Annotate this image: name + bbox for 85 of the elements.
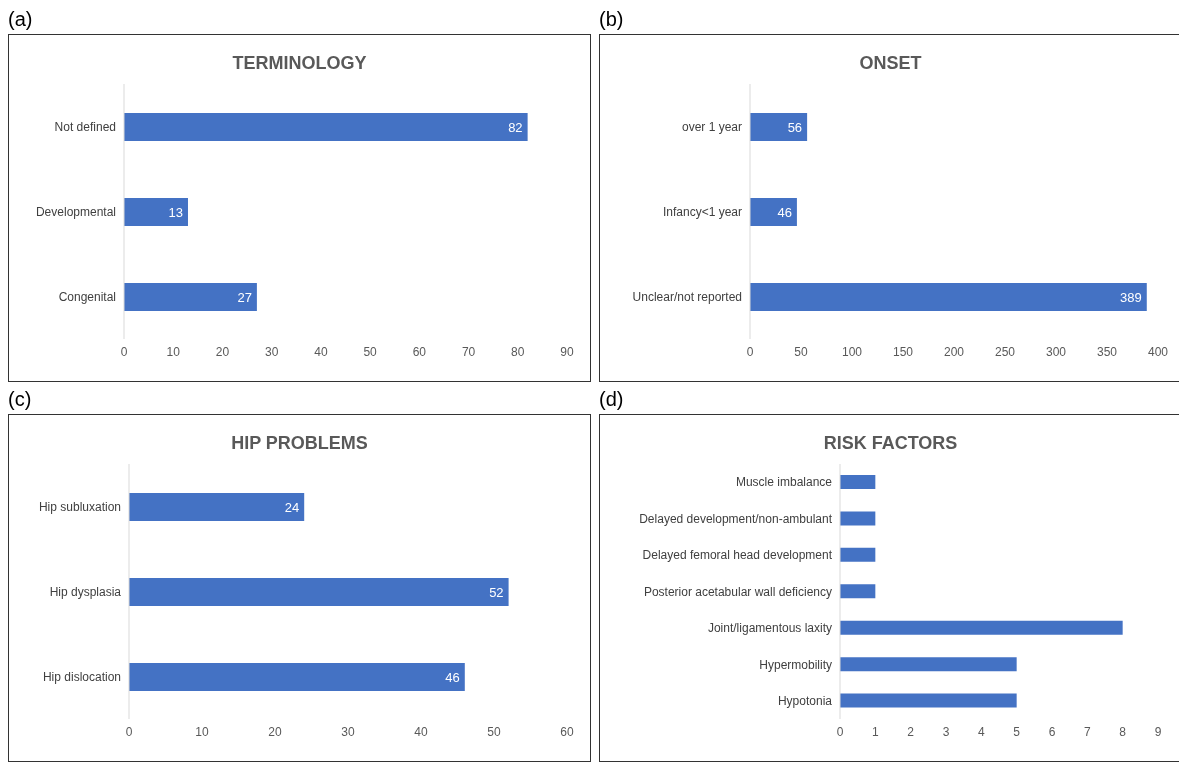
x-tick-label: 60: [560, 724, 574, 739]
x-tick-label: 9: [1154, 724, 1162, 739]
x-tick-label: 20: [215, 344, 230, 359]
x-tick-label: 400: [1147, 344, 1169, 359]
chart-title: RISK FACTORS: [822, 433, 959, 454]
text: (d): [599, 388, 625, 412]
bar: [129, 493, 305, 521]
y-tick-label: Congenital: [58, 289, 116, 304]
x-tick-label: 350: [1096, 344, 1118, 359]
data-label: 27: [237, 289, 252, 305]
x-tick-label: 50: [794, 344, 808, 359]
bar: [124, 283, 257, 311]
bar: [840, 475, 876, 489]
bar: [124, 113, 528, 141]
x-tick-label: 150: [892, 344, 914, 359]
y-tick-label: Hypotonia: [777, 694, 833, 709]
bar: [750, 198, 797, 226]
text: (b): [599, 8, 625, 32]
chart-title: ONSET: [858, 53, 923, 74]
data-label: 56: [787, 119, 803, 135]
bar: [750, 283, 1147, 311]
x-tick-label: 50: [487, 724, 501, 739]
bar: [840, 584, 876, 599]
y-tick-label: Hip dysplasia: [49, 584, 122, 599]
x-tick-label: 5: [1013, 724, 1021, 739]
y-tick-label: Joint/ligamentous laxity: [707, 621, 832, 636]
data-label: 46: [445, 669, 460, 685]
x-tick-label: 3: [942, 724, 950, 739]
x-tick-label: 300: [1045, 344, 1067, 359]
bar: [129, 578, 509, 606]
x-tick-label: 1: [871, 724, 879, 739]
y-tick-label: Delayed femoral head development: [642, 548, 833, 563]
bar: [840, 693, 1017, 708]
bar: [840, 657, 1017, 672]
bar: [129, 663, 465, 691]
y-tick-label: Hip subluxation: [38, 499, 121, 514]
bar: [840, 620, 1123, 635]
x-tick-label: 2: [907, 724, 915, 739]
x-tick-label: 8: [1119, 724, 1127, 739]
x-tick-label: 30: [341, 724, 355, 739]
bar: [840, 511, 876, 526]
x-tick-label: 40: [314, 344, 328, 359]
data-label: 389: [1120, 289, 1142, 305]
x-tick-label: 4: [977, 724, 985, 739]
x-tick-label: 70: [461, 344, 476, 359]
x-tick-label: 6: [1048, 724, 1056, 739]
data-label: 46: [777, 204, 792, 220]
y-tick-label: Posterior acetabular wall deficiency: [643, 584, 832, 599]
bar: [124, 198, 188, 226]
chart-title: TERMINOLOGY: [231, 53, 368, 74]
y-tick-label: over 1 year: [681, 119, 742, 134]
x-tick-label: 90: [560, 344, 574, 359]
chart-title: HIP PROBLEMS: [230, 433, 369, 454]
y-tick-label: Unclear/not reported: [632, 289, 742, 304]
x-tick-label: 60: [412, 344, 427, 359]
x-tick-label: 40: [414, 724, 428, 739]
data-label: 82: [508, 119, 523, 135]
x-tick-label: 100: [841, 344, 863, 359]
x-tick-label: 0: [836, 724, 844, 739]
x-tick-label: 10: [195, 724, 209, 739]
x-tick-label: 7: [1083, 724, 1091, 739]
y-tick-label: Hypermobility: [759, 657, 832, 672]
x-tick-label: 250: [994, 344, 1016, 359]
data-label: 24: [284, 499, 300, 515]
y-tick-label: Not defined: [54, 119, 116, 134]
y-tick-label: Delayed development/non-ambulant: [639, 511, 833, 526]
data-label: 52: [489, 584, 504, 600]
bar: [750, 113, 808, 141]
text: (a): [8, 8, 34, 32]
y-tick-label: Hip dislocation: [42, 669, 121, 684]
data-label: 13: [168, 204, 183, 220]
x-tick-label: 20: [268, 724, 282, 739]
x-tick-label: 0: [120, 344, 128, 359]
x-tick-label: 30: [264, 344, 279, 359]
y-tick-label: Infancy<1 year: [662, 204, 742, 219]
x-tick-label: 0: [746, 344, 754, 359]
x-tick-label: 10: [166, 344, 181, 359]
text: (c): [8, 388, 33, 412]
x-tick-label: 50: [363, 344, 378, 359]
bar: [840, 547, 876, 562]
x-tick-label: 0: [125, 724, 133, 739]
y-tick-label: Muscle imbalance: [735, 475, 833, 490]
x-tick-label: 200: [943, 344, 965, 359]
x-tick-label: 80: [511, 344, 525, 359]
y-tick-label: Developmental: [35, 204, 116, 219]
